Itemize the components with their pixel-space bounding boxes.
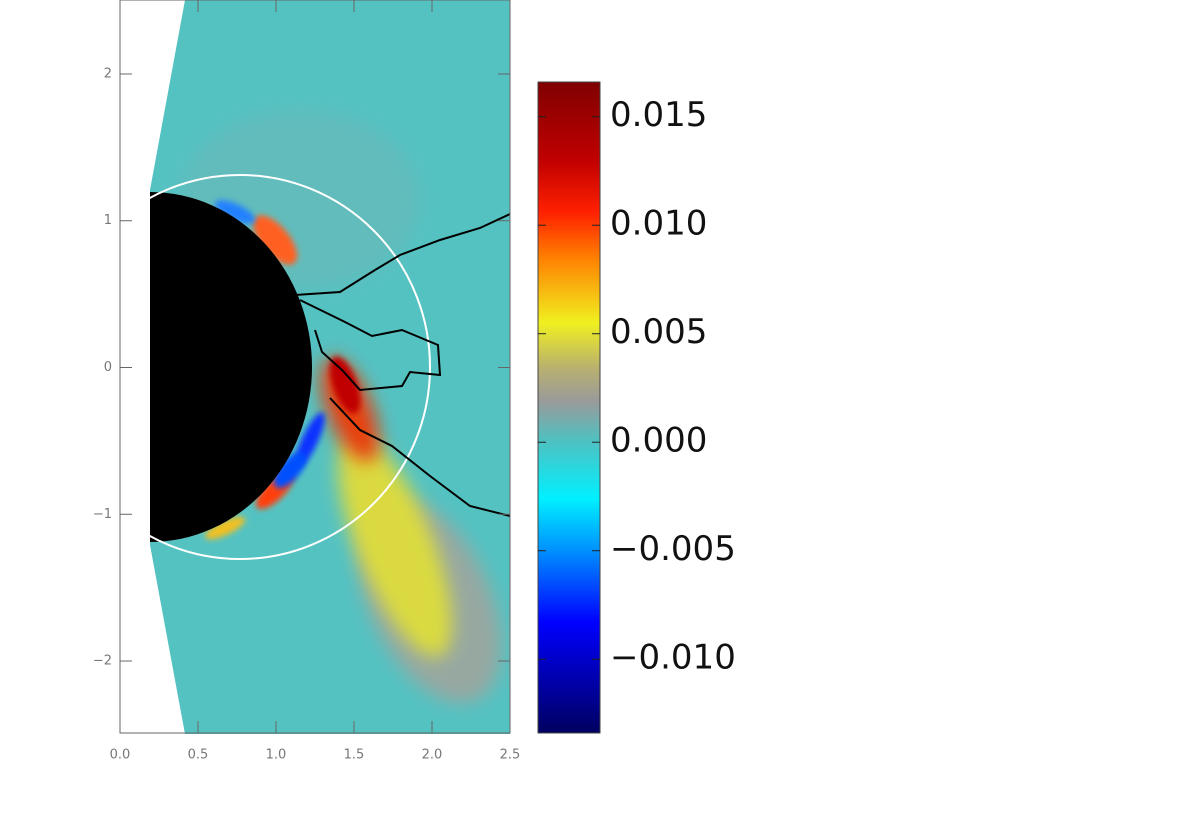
x-tick-label: 2.5	[500, 748, 521, 763]
y-tick-label: −2	[93, 654, 112, 669]
colorbar-tick-label: −0.005	[610, 529, 736, 569]
y-tick-label: −1	[93, 507, 112, 522]
colorbar-tick-label: 0.010	[610, 204, 707, 244]
x-tick-label: 0.5	[188, 748, 209, 763]
colorbar	[537, 81, 601, 734]
y-tick-label: 0	[104, 360, 112, 375]
colorbar-tick-label: 0.005	[610, 312, 707, 352]
y-tick-label: 1	[104, 213, 112, 228]
field	[120, 0, 510, 734]
y-tick-label: 2	[104, 66, 112, 81]
colorbar-tick-label: 0.015	[610, 95, 707, 135]
colorbar-tick-label: 0.000	[610, 421, 707, 461]
colorbar-tick-label: −0.010	[610, 638, 736, 678]
x-tick-label: 0.0	[110, 748, 131, 763]
plot-frame	[119, 0, 511, 734]
x-tick-label: 2.0	[422, 748, 443, 763]
x-tick-label: 1.0	[266, 748, 287, 763]
x-tick-label: 1.5	[344, 748, 365, 763]
